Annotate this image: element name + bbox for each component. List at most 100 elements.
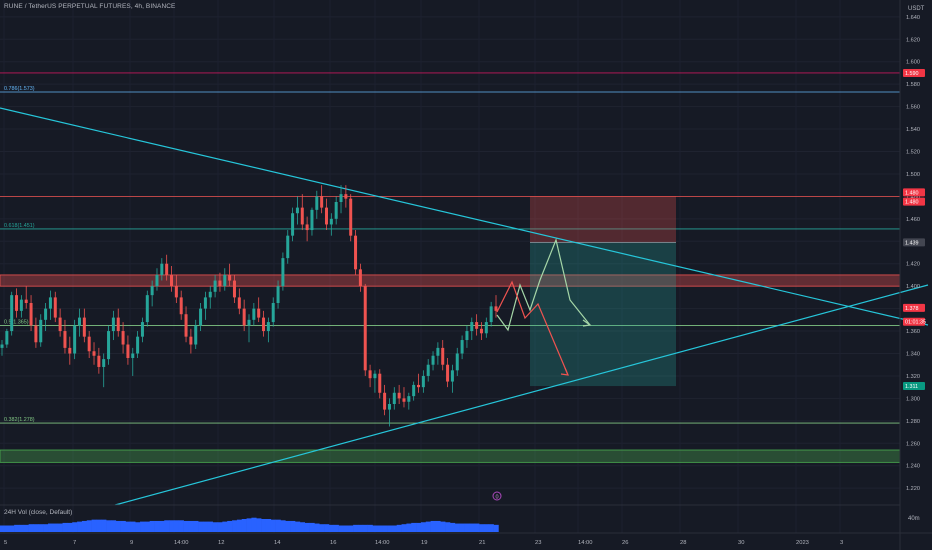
volume-bar [256, 518, 262, 532]
price-badge [903, 68, 925, 77]
volume-bar [246, 518, 252, 532]
candle-body [24, 299, 28, 303]
price-tick-label: 1.420 [906, 262, 920, 268]
descending-trendline[interactable] [0, 107, 929, 326]
price-tick-label: 1.220 [906, 486, 920, 492]
trendlines[interactable] [0, 107, 929, 506]
candle-body [87, 336, 91, 352]
time-tick-label: 14:00 [174, 540, 189, 546]
volume-bar [270, 519, 276, 532]
volume-bar [328, 524, 335, 532]
volume-bar [43, 524, 49, 532]
candle-body [324, 207, 328, 225]
candle-body [334, 202, 338, 219]
ascending-trendline[interactable] [114, 284, 929, 506]
volume-bar [333, 524, 339, 532]
candle-body [73, 325, 77, 354]
fib-level-label: 0.382(1.278) [4, 417, 35, 423]
volume-bar [396, 524, 402, 532]
volume-bar [62, 522, 68, 532]
time-axis[interactable]: 5 7 9 14:00 12 14 16 14:00 19 21 23 14:00 26 28 30 2023… [4, 540, 843, 546]
volume-bar [232, 520, 238, 532]
candle-body [5, 331, 9, 345]
red-arrowhead-icon [560, 367, 569, 376]
volume-bar [251, 517, 257, 532]
candle-body [184, 314, 188, 337]
volume-bar [28, 524, 34, 532]
resistance-band [0, 274, 901, 287]
candle-body [286, 235, 290, 259]
chart-annotation[interactable]: 0 [492, 491, 502, 501]
time-tick-label: 12 [218, 540, 224, 546]
candle-body [315, 196, 319, 210]
symbol-title[interactable]: RUNE / TetherUS PERPETUAL FUTURES, 4h, B… [4, 3, 176, 10]
fib-level-label: 0.786(1.573) [4, 86, 35, 92]
volume-bar [140, 521, 146, 532]
candle-body [223, 274, 227, 287]
candle-body [203, 297, 207, 309]
volume-bar [304, 522, 310, 532]
annotation-marker-icon[interactable] [492, 491, 502, 501]
volume-bar [309, 522, 315, 532]
volume-indicator-label[interactable]: 24H Vol (close, Default) [4, 509, 73, 516]
candle-body [373, 373, 377, 379]
candle-body [368, 370, 372, 379]
price-tick-label: 1.560 [906, 105, 920, 111]
volume-bar [348, 525, 354, 532]
time-tick-label: 7 [73, 540, 76, 546]
price-badge [903, 382, 925, 391]
volume-bar [101, 519, 107, 532]
price-badge-label: 1.480 [905, 190, 919, 196]
candle-body [446, 364, 450, 382]
take-profit-zone[interactable] [530, 242, 676, 387]
volume-bar [115, 520, 121, 532]
stop-loss-zone[interactable] [530, 196, 676, 243]
fib-levels: 0.786(1.573) 0.618(1.451) 0.5(1.365) 0.382(… [0, 72, 900, 424]
candle-body [436, 347, 440, 356]
candle-body [358, 269, 362, 287]
candlesticks [0, 185, 498, 427]
candle-body [407, 396, 411, 402]
volume-bar [207, 521, 213, 532]
candle-body [470, 322, 474, 332]
support-band [0, 449, 901, 463]
volume-bar [202, 521, 209, 532]
candle-body [208, 291, 212, 298]
price-badge-label: 01:01:35 [905, 320, 926, 326]
price-axis[interactable]: 1.640 1.620 1.600 1.580 1.560 1.540 1.520 1.500… [906, 15, 920, 492]
candle-body [136, 336, 140, 354]
time-tick-label: 14:00 [375, 540, 390, 546]
price-tick-label: 1.460 [906, 217, 920, 223]
time-tick-label: 9 [130, 540, 133, 546]
candle-body [150, 286, 154, 296]
volume-bar [159, 520, 165, 532]
volume-bar [86, 520, 92, 532]
candle-body [484, 322, 488, 334]
candle-body [387, 404, 391, 410]
trade-position-box[interactable] [530, 196, 676, 387]
volume-bar [290, 520, 296, 532]
volume-bar [67, 522, 73, 532]
price-tick-label: 1.600 [906, 60, 920, 66]
volume-bar [469, 523, 475, 532]
volume-bar [275, 519, 281, 532]
volume-bar [110, 520, 117, 532]
candle-body [77, 317, 81, 326]
candle-body [44, 308, 48, 320]
volume-bar [173, 520, 180, 532]
candle-body [160, 263, 164, 275]
candle-body [111, 317, 115, 332]
annotation-marker-label: 0 [495, 495, 498, 501]
volume-bar [454, 523, 460, 532]
volume-bar [96, 519, 102, 532]
volume-bar [425, 521, 431, 532]
candle-body [247, 319, 251, 326]
candle-body [145, 295, 149, 323]
candle-body [218, 280, 222, 287]
price-badge [903, 197, 925, 206]
candle-body [92, 351, 96, 356]
price-tick-label: 1.400 [906, 284, 920, 290]
candle-body [344, 194, 348, 199]
volume-bar [14, 524, 20, 532]
